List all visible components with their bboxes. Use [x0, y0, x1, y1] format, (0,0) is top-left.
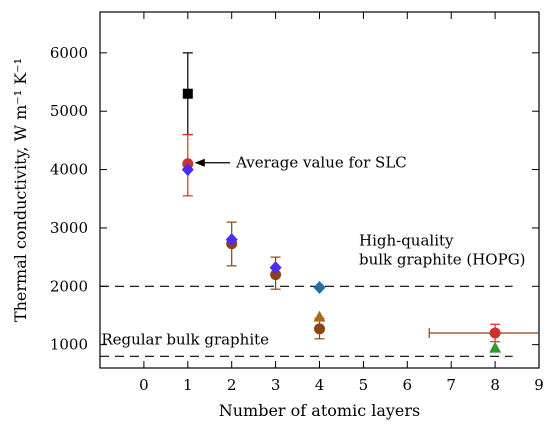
y-tick-label: 2000 [50, 277, 88, 295]
data-point-circle [314, 323, 325, 335]
data-point-diamond [225, 233, 238, 247]
x-tick-label: 0 [139, 376, 149, 394]
reference-line-label: Regular bulk graphite [101, 330, 269, 348]
data-point-triangle [313, 310, 326, 322]
x-tick-label: 2 [227, 376, 237, 394]
y-tick-label: 6000 [50, 44, 88, 62]
x-tick-label: 8 [490, 376, 500, 394]
data-point-diamond [313, 280, 326, 294]
data-point-circle [489, 327, 501, 339]
y-tick-label: 4000 [50, 161, 88, 179]
y-axis-label: Thermal conductivity, W m⁻¹ K⁻¹ [11, 58, 30, 322]
x-tick-label: 3 [271, 376, 281, 394]
x-tick-label: 4 [315, 376, 325, 394]
data-point-diamond [269, 261, 282, 275]
data-point-triangle [489, 341, 502, 353]
x-tick-label: 5 [359, 376, 369, 394]
reference-line-label: High-quality bulk graphite (HOPG) [359, 231, 526, 268]
x-tick-label: 9 [534, 376, 544, 394]
data-point-circle [270, 269, 282, 281]
y-tick-label: 5000 [50, 102, 88, 120]
y-tick-label: 3000 [50, 219, 88, 237]
x-tick-label: 7 [446, 376, 456, 394]
y-tick-label: 1000 [50, 336, 88, 354]
data-point-square [182, 88, 193, 99]
x-tick-label: 6 [403, 376, 413, 394]
data-point-diamond [181, 163, 194, 177]
x-tick-label: 1 [183, 376, 193, 394]
x-axis-label: Number of atomic layers [219, 401, 421, 420]
annotation-label: Average value for SLC [235, 154, 407, 172]
